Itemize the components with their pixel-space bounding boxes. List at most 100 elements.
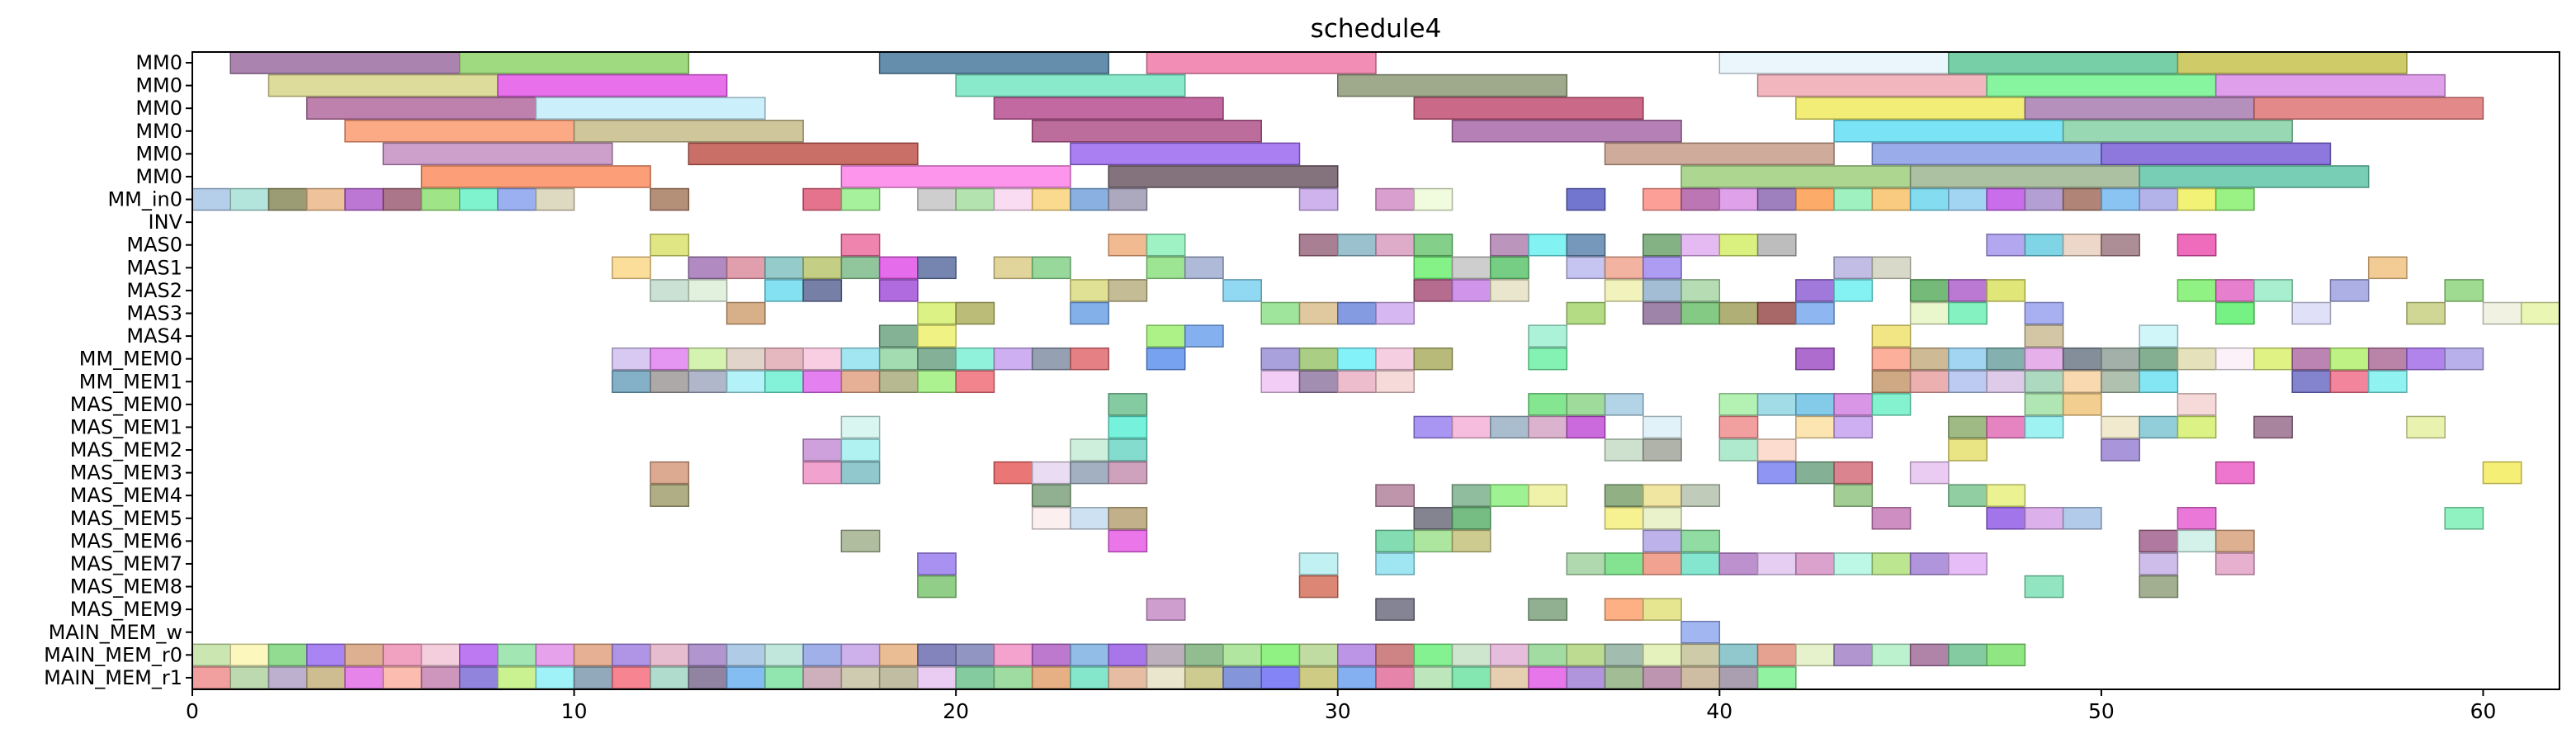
task-bar (993, 643, 1033, 667)
task-bar (1222, 643, 1262, 667)
task-bar (1528, 393, 1568, 416)
y-tick-label: MAS1 (126, 256, 182, 279)
task-bar (1795, 643, 1835, 667)
task-bar (535, 643, 575, 667)
y-tick-label: MM_in0 (107, 188, 182, 211)
task-bar (2024, 370, 2064, 394)
task-bar (1948, 279, 1988, 302)
task-bar (1375, 598, 1416, 621)
x-tick-label: 20 (943, 699, 969, 723)
task-bar (1298, 370, 1339, 394)
y-tick-label: MAS_MEM1 (70, 415, 182, 438)
y-tick-label: MM0 (135, 51, 182, 74)
task-bar (1566, 233, 1606, 257)
task-bars (191, 51, 2560, 689)
task-bar (1566, 256, 1606, 280)
task-bar (2444, 507, 2484, 530)
task-bar (2214, 301, 2255, 325)
task-bar (1528, 484, 1568, 507)
task-bar (1756, 666, 1797, 689)
task-bar (2101, 142, 2332, 166)
task-bar (612, 370, 651, 394)
task-bar (650, 370, 690, 394)
task-bar (459, 666, 499, 689)
task-bar (1070, 142, 1301, 166)
task-bar (840, 256, 881, 280)
task-bar (955, 187, 995, 211)
task-bar (573, 120, 804, 143)
task-bar (1031, 256, 1071, 280)
task-bar (1108, 529, 1148, 553)
task-bar (1718, 301, 1759, 325)
task-bar (1184, 666, 1224, 689)
task-bar (726, 301, 766, 325)
task-bar (878, 279, 919, 302)
task-bar (1642, 552, 1682, 575)
y-tick-label: MAS3 (126, 301, 182, 324)
task-bar (1375, 552, 1416, 575)
task-bar (1490, 484, 1529, 507)
task-bar (1146, 233, 1186, 257)
y-tick-label: MAS_MEM4 (70, 484, 182, 507)
task-bar (1642, 301, 1682, 325)
y-tick-label: MAS2 (126, 279, 182, 302)
y-tick-label: MAS_MEM7 (70, 552, 182, 575)
task-bar (1795, 552, 1835, 575)
task-bar (993, 347, 1033, 371)
task-bar (1031, 507, 1071, 530)
x-tick-label: 10 (561, 699, 588, 723)
task-bar (2062, 120, 2293, 143)
task-bar (1413, 666, 1453, 689)
task-bar (2139, 187, 2179, 211)
task-bar (1298, 666, 1339, 689)
task-bar (2520, 301, 2560, 325)
task-bar (1871, 370, 1912, 394)
task-bar (1031, 347, 1071, 371)
task-bar (878, 256, 919, 280)
task-bar (1146, 51, 1377, 74)
task-bar (1871, 324, 1912, 348)
task-bar (1680, 165, 1912, 188)
task-bar (1336, 643, 1377, 667)
task-bar (1909, 552, 1950, 575)
task-bar (1451, 279, 1491, 302)
task-bar (2444, 347, 2484, 371)
task-bar (688, 256, 728, 280)
task-bar (229, 666, 270, 689)
task-bar (2214, 461, 2255, 485)
task-bar (1566, 187, 1606, 211)
task-bar (2024, 301, 2064, 325)
task-bar (1795, 187, 1835, 211)
task-bar (802, 187, 843, 211)
task-bar (1260, 347, 1301, 371)
task-bar (1680, 484, 1721, 507)
task-bar (1642, 438, 1682, 461)
task-bar (497, 73, 728, 97)
task-bar (650, 484, 690, 507)
task-bar (1336, 233, 1377, 257)
task-bar (1871, 507, 1912, 530)
task-bar (612, 666, 651, 689)
task-bar (267, 187, 308, 211)
task-bar (2406, 415, 2446, 439)
task-bar (1604, 256, 1644, 280)
task-bar (2101, 187, 2140, 211)
task-bar (1680, 233, 1721, 257)
task-bar (1184, 643, 1224, 667)
task-bar (1108, 438, 1148, 461)
task-bar (2329, 279, 2370, 302)
task-bar (2214, 187, 2255, 211)
task-bar (1795, 279, 1835, 302)
task-bar (1184, 324, 1224, 348)
task-bar (344, 120, 575, 143)
task-bar (1146, 643, 1186, 667)
task-bar (1031, 484, 1071, 507)
task-bar (650, 233, 690, 257)
task-bar (267, 73, 499, 97)
task-bar (1680, 621, 1721, 644)
task-bar (1756, 461, 1797, 485)
task-bar (1070, 301, 1109, 325)
x-tick-label: 30 (1325, 699, 1351, 723)
task-bar (1642, 256, 1682, 280)
